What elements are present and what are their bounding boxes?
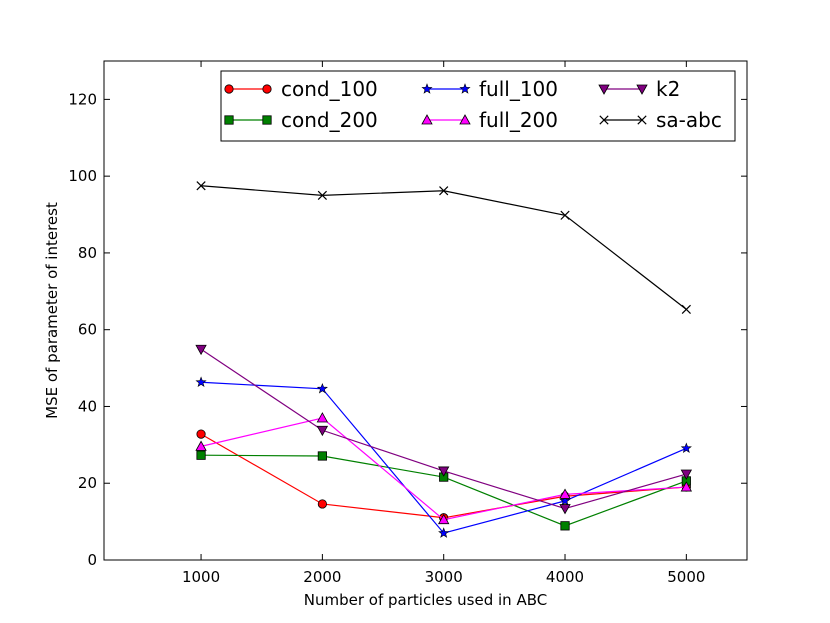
legend-box — [220, 70, 736, 142]
legend-marker — [459, 83, 471, 94]
data-point-full_100 — [438, 527, 450, 538]
data-point-full_100 — [195, 376, 207, 388]
legend-marker — [262, 115, 272, 125]
legend-item-full_100: full_100 — [421, 77, 558, 101]
data-point-full_100 — [559, 495, 571, 506]
y-tick-label: 20 — [78, 474, 97, 492]
legend-item-cond_200: cond_200 — [224, 108, 378, 132]
legend-item-full_200: full_200 — [421, 108, 558, 132]
data-point-full_200 — [195, 440, 207, 451]
y-tick-label: 40 — [78, 397, 97, 415]
legend-marker — [598, 84, 610, 95]
legend-item-cond_100: cond_100 — [224, 77, 378, 101]
legend-item-sa-abc: sa-abc — [599, 108, 722, 132]
data-point-sa-abc — [317, 190, 328, 200]
axis-ticks: 1000 2000 3000 4000 5000 0 20 40 60 80 100 120 — [68, 61, 747, 586]
data-point-cond_100 — [317, 499, 327, 509]
data-point-full_200 — [559, 488, 571, 499]
legend-marker — [459, 114, 471, 125]
legend-marker — [224, 115, 234, 125]
legend-label: k2 — [656, 77, 680, 101]
legend-label: full_100 — [479, 77, 558, 101]
data-point-full_200 — [438, 513, 450, 525]
series-line-sa-abc — [201, 185, 687, 310]
series-full_200 — [195, 412, 693, 525]
data-point-k2 — [559, 504, 571, 515]
data-point-full_200 — [316, 412, 329, 423]
x-tick-label: 5000 — [667, 568, 705, 586]
legend-marker — [262, 84, 272, 94]
legend-marker — [421, 83, 433, 94]
legend-label: cond_100 — [281, 77, 378, 101]
y-tick-label: 0 — [87, 551, 97, 569]
legend: cond_100 cond_200 full_100 full_200 k2 sa-abc — [220, 70, 736, 142]
data-point-full_200 — [680, 481, 693, 492]
data-point-cond_200 — [317, 451, 327, 461]
y-axis-label: MSE of parameter of interest — [43, 202, 61, 419]
legend-marker — [636, 84, 648, 95]
x-tick-label: 4000 — [546, 568, 584, 586]
legend-marker — [637, 115, 647, 125]
data-point-full_100 — [680, 442, 692, 454]
series-layer — [195, 181, 693, 538]
legend-label: cond_200 — [281, 108, 378, 132]
data-point-sa-abc — [439, 186, 449, 196]
x-axis-label: Number of particles used in ABC — [304, 591, 547, 609]
x-tick-label: 3000 — [425, 568, 463, 586]
y-tick-label: 100 — [68, 167, 97, 185]
series-line-full_100 — [201, 381, 687, 534]
data-point-k2 — [195, 344, 207, 356]
x-tick-label: 1000 — [182, 568, 220, 586]
legend-item-k2: k2 — [598, 77, 680, 101]
data-point-k2 — [316, 425, 329, 437]
legend-marker — [421, 114, 433, 125]
data-point-k2 — [680, 469, 693, 480]
series-full_100 — [195, 376, 692, 538]
data-point-full_100 — [316, 382, 328, 394]
data-point-cond_200 — [196, 450, 206, 460]
series-sa-abc — [196, 181, 691, 314]
data-point-sa-abc — [560, 210, 570, 220]
legend-label: sa-abc — [656, 108, 722, 132]
series-k2 — [195, 344, 693, 515]
x-tick-label: 2000 — [303, 568, 341, 586]
data-point-cond_200 — [560, 521, 570, 531]
y-tick-label: 60 — [78, 321, 97, 339]
legend-label: full_200 — [479, 108, 558, 132]
legend-marker — [599, 115, 609, 125]
series-cond_200 — [196, 450, 691, 531]
data-point-sa-abc — [196, 181, 206, 191]
plot-frame — [103, 60, 748, 561]
data-point-cond_100 — [196, 429, 206, 439]
legend-marker — [224, 84, 234, 94]
data-point-sa-abc — [681, 304, 691, 314]
data-point-k2 — [438, 466, 450, 477]
y-tick-label: 120 — [68, 90, 97, 108]
y-tick-label: 80 — [78, 244, 97, 262]
